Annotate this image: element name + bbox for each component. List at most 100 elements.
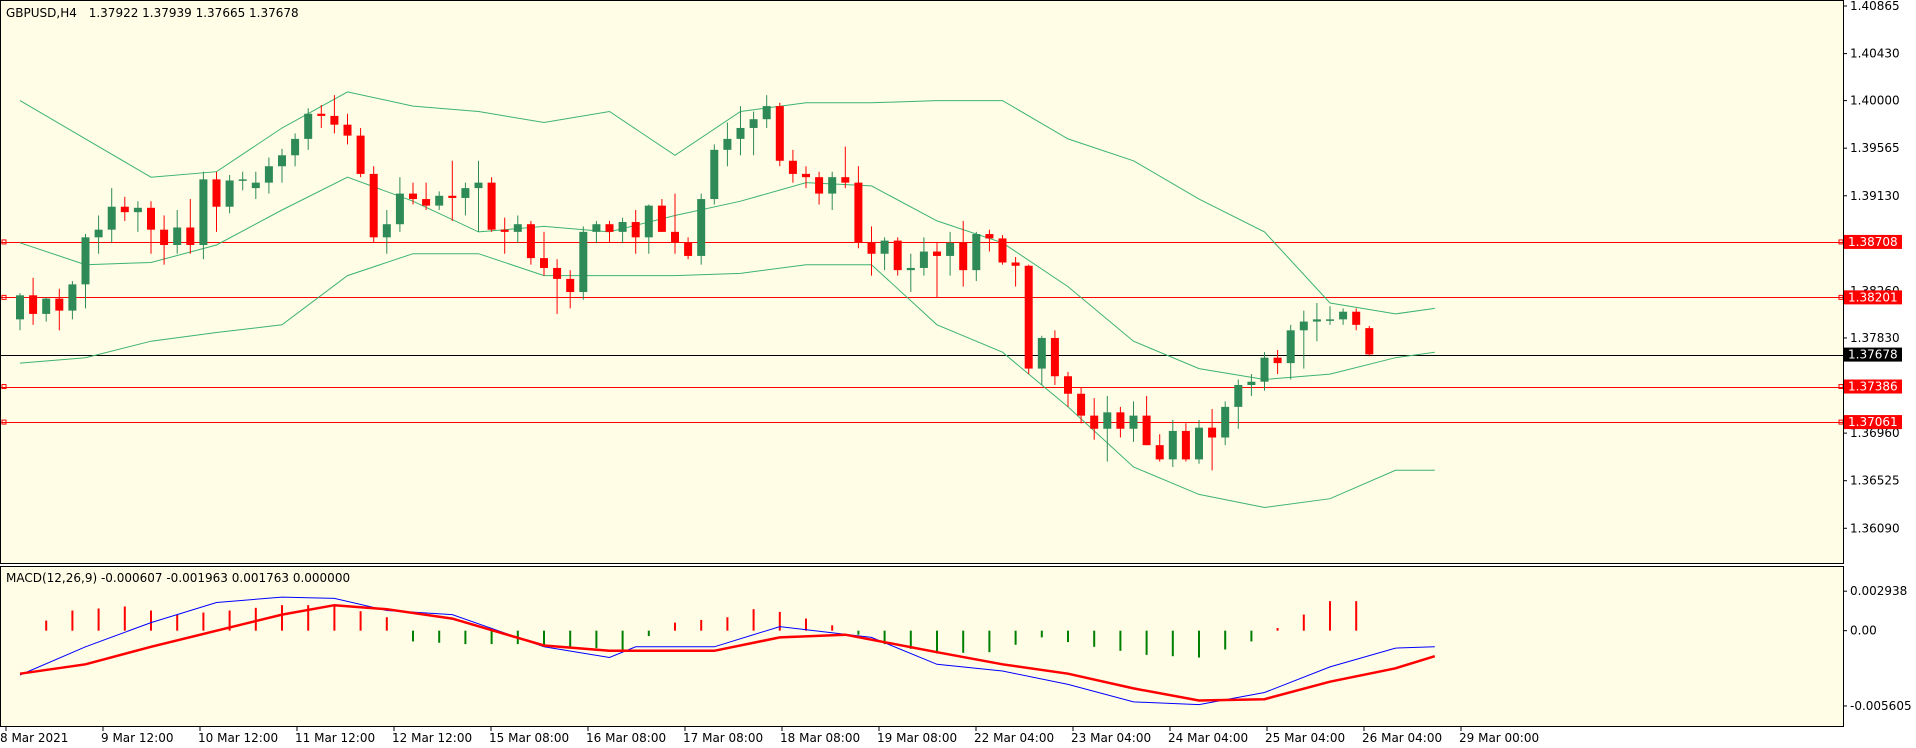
time-tick-label: 29 Mar 00:00 xyxy=(1459,731,1539,745)
time-tick-label: 19 Mar 08:00 xyxy=(877,731,957,745)
candle-body xyxy=(998,238,1007,263)
candle-body xyxy=(1208,427,1217,438)
price-tags: 1.38708 1.38201 1.37678 1.37386 1.37061 xyxy=(1,234,1902,430)
time-axis-ticks: 8 Mar 2021 9 Mar 12:00 10 Mar 12:00 11 Mar … xyxy=(0,726,1539,745)
candle-body xyxy=(42,298,51,314)
time-tick-label: 11 Mar 12:00 xyxy=(295,731,375,745)
price-tag-box xyxy=(1844,415,1902,430)
hline-anchor-left xyxy=(1,384,7,390)
candle xyxy=(461,182,470,216)
candle-body xyxy=(919,251,928,268)
candle xyxy=(1024,264,1033,375)
candle xyxy=(657,199,666,232)
hline-anchor-left xyxy=(1,294,7,300)
price-tag-label: 1.37386 xyxy=(1848,380,1898,394)
candle-body xyxy=(343,124,352,136)
symbol-header: GBPUSD,H4 1.37922 1.37939 1.37665 1.3767… xyxy=(6,6,299,20)
candle xyxy=(972,231,981,282)
price-axis-ticks: 1.40865 1.40430 1.40000 1.39565 1.39130 1.382… xyxy=(1843,0,1900,535)
candle xyxy=(94,215,103,254)
candle xyxy=(880,237,889,271)
candle-body xyxy=(16,295,24,320)
candle-body xyxy=(906,267,915,271)
candle xyxy=(330,95,339,134)
candle-body xyxy=(1155,445,1164,460)
candle xyxy=(369,166,378,243)
candle-body xyxy=(1195,427,1203,460)
candle-body xyxy=(1247,381,1256,385)
candle xyxy=(605,220,614,243)
candle xyxy=(1234,379,1243,429)
candle xyxy=(828,171,837,210)
candle xyxy=(68,281,77,320)
candle xyxy=(1221,401,1230,446)
candle-body xyxy=(1142,415,1151,446)
candle xyxy=(1286,324,1295,380)
candle-body xyxy=(186,227,195,245)
candle-body xyxy=(448,195,457,198)
candle xyxy=(16,293,24,331)
price-tag-box xyxy=(1844,379,1902,394)
candle xyxy=(1129,401,1138,442)
candle-body xyxy=(330,115,339,125)
candle-body xyxy=(29,295,38,314)
candle xyxy=(697,193,706,265)
candle-body xyxy=(173,227,182,245)
candle xyxy=(998,235,1007,265)
candle-body xyxy=(1326,319,1334,321)
main-chart-background xyxy=(0,0,1843,563)
candle xyxy=(264,157,273,194)
candle-body xyxy=(762,106,771,120)
main-grid-and-lines xyxy=(1,242,1843,423)
candle xyxy=(238,171,247,191)
price-tick-label: 1.40865 xyxy=(1850,0,1900,13)
candle-body xyxy=(605,224,614,232)
candle xyxy=(775,102,784,167)
candle-body xyxy=(68,284,77,311)
candle xyxy=(1326,306,1334,325)
time-tick-label: 15 Mar 08:00 xyxy=(489,731,569,745)
candle xyxy=(435,191,444,210)
candle xyxy=(815,171,824,205)
candle-body xyxy=(1037,337,1046,369)
candle-body xyxy=(474,182,483,189)
candle-body xyxy=(526,224,535,259)
candle xyxy=(278,148,286,183)
candle xyxy=(1037,335,1046,385)
price-tag-label: 1.37061 xyxy=(1848,415,1898,429)
macd-panel-frame xyxy=(0,566,1844,727)
candle xyxy=(147,201,155,254)
candle xyxy=(1273,349,1282,375)
candle xyxy=(893,237,902,276)
candle xyxy=(1090,398,1099,440)
candle-body xyxy=(225,180,234,207)
candle-body xyxy=(657,205,666,232)
price-tag-label: 1.38708 xyxy=(1848,235,1898,249)
candle xyxy=(474,160,483,232)
time-tick-label: 12 Mar 12:00 xyxy=(392,731,472,745)
candle xyxy=(173,209,182,254)
candle xyxy=(841,146,850,189)
candle-body xyxy=(644,205,653,238)
candle xyxy=(985,229,994,252)
candle xyxy=(107,188,116,243)
price-tag-label: 1.37678 xyxy=(1848,348,1898,362)
candle xyxy=(160,215,169,265)
candle xyxy=(1247,374,1256,396)
candle-body xyxy=(382,224,391,238)
price-tick-label: 1.36960 xyxy=(1850,426,1900,440)
time-tick-label: 22 Mar 04:00 xyxy=(974,731,1054,745)
candle-body xyxy=(1011,262,1020,266)
candle-body xyxy=(304,113,313,139)
candle xyxy=(592,220,601,243)
candle xyxy=(919,237,928,276)
macd-signal-line xyxy=(19,603,1436,702)
candle-body xyxy=(94,229,103,238)
candle-body xyxy=(1129,415,1138,429)
candle-body xyxy=(81,237,90,285)
candle-body xyxy=(684,242,693,256)
candle-body xyxy=(278,155,286,167)
candle xyxy=(133,201,142,232)
candle xyxy=(356,127,365,178)
candle xyxy=(1339,308,1348,325)
